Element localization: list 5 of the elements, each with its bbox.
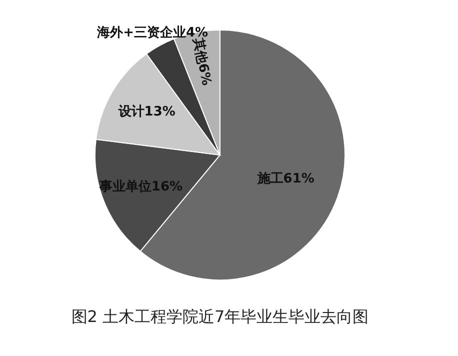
text: 图2 土木工程学院近7年毕业生毕业去向图 (71, 307, 369, 326)
slice-label: 设计13% (117, 104, 176, 120)
slice-label: 其他6% (190, 36, 214, 87)
slice-label: 施工61% (256, 170, 314, 187)
slice-label: 事业单位16% (98, 178, 183, 194)
